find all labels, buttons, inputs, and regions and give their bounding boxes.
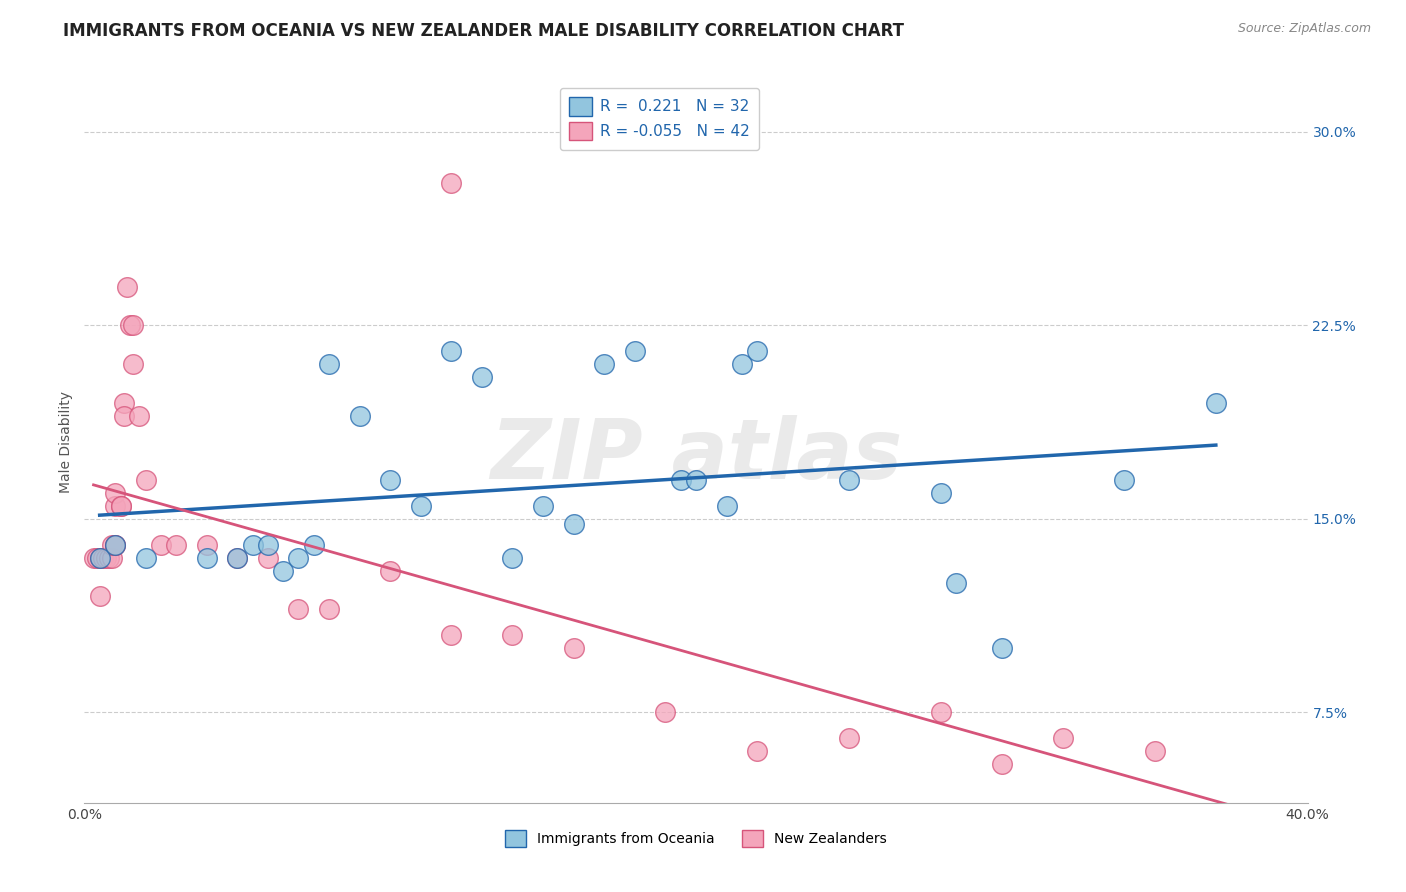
Point xyxy=(226,550,249,565)
Point xyxy=(86,550,108,565)
Point xyxy=(380,473,402,487)
Point xyxy=(440,628,463,642)
Point xyxy=(287,602,309,616)
Point xyxy=(257,538,280,552)
Point xyxy=(89,590,111,604)
Point xyxy=(122,357,145,371)
Point xyxy=(89,550,111,565)
Point xyxy=(991,640,1014,655)
Point xyxy=(929,486,952,500)
Point xyxy=(440,344,463,359)
Point xyxy=(91,550,114,565)
Point xyxy=(1143,744,1166,758)
Text: Source: ZipAtlas.com: Source: ZipAtlas.com xyxy=(1237,22,1371,36)
Point xyxy=(409,499,432,513)
Point xyxy=(195,550,218,565)
Point xyxy=(135,550,157,565)
Point xyxy=(302,538,325,552)
Point xyxy=(165,538,187,552)
Point xyxy=(318,602,340,616)
Point xyxy=(747,344,769,359)
Point xyxy=(1052,731,1074,746)
Point xyxy=(562,640,585,655)
Point xyxy=(135,473,157,487)
Point xyxy=(122,318,145,333)
Point xyxy=(731,357,754,371)
Point xyxy=(128,409,150,423)
Legend: Immigrants from Oceania, New Zealanders: Immigrants from Oceania, New Zealanders xyxy=(498,822,894,854)
Point xyxy=(593,357,616,371)
Point xyxy=(110,499,132,513)
Point xyxy=(349,409,371,423)
Point xyxy=(562,517,585,532)
Point xyxy=(531,499,554,513)
Text: IMMIGRANTS FROM OCEANIA VS NEW ZEALANDER MALE DISABILITY CORRELATION CHART: IMMIGRANTS FROM OCEANIA VS NEW ZEALANDER… xyxy=(63,22,904,40)
Point xyxy=(257,550,280,565)
Point xyxy=(104,538,127,552)
Point xyxy=(83,550,105,565)
Point xyxy=(104,486,127,500)
Point xyxy=(112,396,135,410)
Point xyxy=(502,550,524,565)
Point xyxy=(104,538,127,552)
Point xyxy=(89,550,111,565)
Point xyxy=(747,744,769,758)
Point xyxy=(112,409,135,423)
Point xyxy=(149,538,172,552)
Point xyxy=(287,550,309,565)
Point xyxy=(242,538,264,552)
Point xyxy=(1114,473,1136,487)
Point xyxy=(929,706,952,720)
Point xyxy=(195,538,218,552)
Point xyxy=(101,550,124,565)
Point xyxy=(624,344,647,359)
Point xyxy=(226,550,249,565)
Point xyxy=(945,576,967,591)
Point xyxy=(991,757,1014,772)
Point xyxy=(318,357,340,371)
Point xyxy=(120,318,142,333)
Point xyxy=(380,564,402,578)
Point xyxy=(716,499,738,513)
Point xyxy=(101,538,124,552)
Point xyxy=(685,473,707,487)
Point xyxy=(115,279,138,293)
Point xyxy=(471,370,494,384)
Point xyxy=(97,550,120,565)
Point xyxy=(94,550,117,565)
Point xyxy=(654,706,676,720)
Point xyxy=(440,177,463,191)
Point xyxy=(838,473,860,487)
Point xyxy=(110,499,132,513)
Point xyxy=(104,538,127,552)
Point xyxy=(271,564,294,578)
Point xyxy=(104,499,127,513)
Y-axis label: Male Disability: Male Disability xyxy=(59,391,73,492)
Point xyxy=(1205,396,1227,410)
Text: ZIP atlas: ZIP atlas xyxy=(489,416,903,497)
Point xyxy=(838,731,860,746)
Point xyxy=(669,473,692,487)
Point xyxy=(502,628,524,642)
